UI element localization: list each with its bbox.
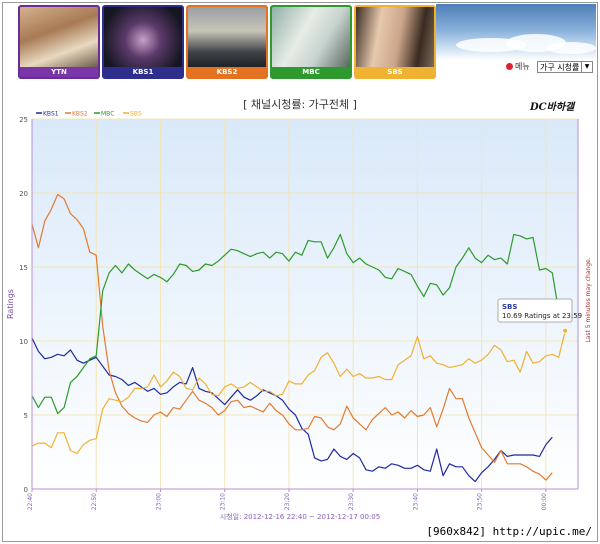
thumbnail-label: YTN xyxy=(20,67,98,77)
y-tick-label: 15 xyxy=(19,264,28,272)
series-lines xyxy=(31,193,569,483)
legend-label: KBS2 xyxy=(72,111,88,118)
ytn-screen-image xyxy=(20,7,98,67)
x-tick-label: 22:50 xyxy=(91,493,98,510)
y-tick-label: 5 xyxy=(24,412,28,420)
tooltip-text: 10.69 Ratings at 23:59 xyxy=(502,312,582,320)
thumbnail-label: KBS2 xyxy=(188,67,266,77)
x-tick-label: 23:40 xyxy=(412,493,419,510)
thumbnail-label: KBS1 xyxy=(104,67,182,77)
y-tick-label: 25 xyxy=(19,116,28,124)
x-axis-label: 시청일: 2012-12-16 22:40 ~ 2012-12-17 00:05 xyxy=(220,512,380,521)
kbs1-screen-image xyxy=(104,7,182,67)
thumbnail-ytn[interactable]: YTN xyxy=(18,5,100,79)
series-line-mbc xyxy=(31,233,560,415)
mbc-screen-image xyxy=(272,7,350,67)
tooltip-title: SBS xyxy=(502,303,517,311)
menu-label: 메뉴 xyxy=(515,62,530,71)
legend-label: SBS xyxy=(130,111,142,118)
chevron-down-icon: ▼ xyxy=(581,62,592,72)
watermark: [960x842] http://upic.me/ xyxy=(426,525,592,538)
thumbnail-mbc[interactable]: MBC xyxy=(270,5,352,79)
x-tick-label: 23:00 xyxy=(155,493,162,510)
y-tick-label: 10 xyxy=(19,338,28,346)
y-tick-labels: 0 5 10 15 20 25 xyxy=(19,116,28,494)
legend: KBS1 KBS2 MBC SBS xyxy=(36,111,142,118)
legend-label: KBS1 xyxy=(43,111,59,118)
legend-label: MBC xyxy=(101,111,114,118)
sky-banner xyxy=(436,4,596,60)
x-tick-label: 22:40 xyxy=(27,493,34,510)
x-tick-label: 23:30 xyxy=(348,493,355,510)
thumbnail-kbs1[interactable]: KBS1 xyxy=(102,5,184,79)
thumbnail-sbs[interactable]: SBS xyxy=(354,5,436,79)
plot-area xyxy=(32,119,578,489)
y-axis-label: Ratings xyxy=(6,289,15,319)
y-tick-label: 0 xyxy=(24,486,28,494)
x-tick-label: 00:00 xyxy=(541,493,548,510)
menu-link[interactable]: 메뉴 xyxy=(506,61,530,72)
tooltip: SBS 10.69 Ratings at 23:59 xyxy=(497,298,582,323)
kbs2-screen-image xyxy=(188,7,266,67)
series-line-kbs2 xyxy=(31,193,553,481)
x-tick-labels: 22:40 22:50 23:00 23:10 23:20 23:30 23:40 23:50… xyxy=(27,489,548,510)
thumbnail-label: SBS xyxy=(356,67,434,77)
thumbnail-kbs2[interactable]: KBS2 xyxy=(186,5,268,79)
signature: DC바하갤 xyxy=(530,102,575,113)
x-tick-label: 23:20 xyxy=(284,493,291,510)
menu-icon xyxy=(506,63,513,70)
x-tick-label: 23:10 xyxy=(220,493,227,510)
series-line-sbs xyxy=(31,330,566,455)
chart-title: [ 채널시청률: 가구전체 ] xyxy=(243,98,357,111)
y-tick-label: 20 xyxy=(19,190,28,198)
rating-type-select[interactable]: 가구 시청률 ▼ xyxy=(537,61,593,73)
select-value: 가구 시청률 xyxy=(540,63,580,72)
right-axis-note: Last 5 minutes may change. xyxy=(585,257,592,342)
series-line-kbs1 xyxy=(31,337,553,483)
sbs-screen-image xyxy=(356,7,434,67)
thumbnail-label: MBC xyxy=(272,67,350,77)
x-tick-label: 23:50 xyxy=(477,493,484,510)
highlighted-point xyxy=(562,327,569,334)
